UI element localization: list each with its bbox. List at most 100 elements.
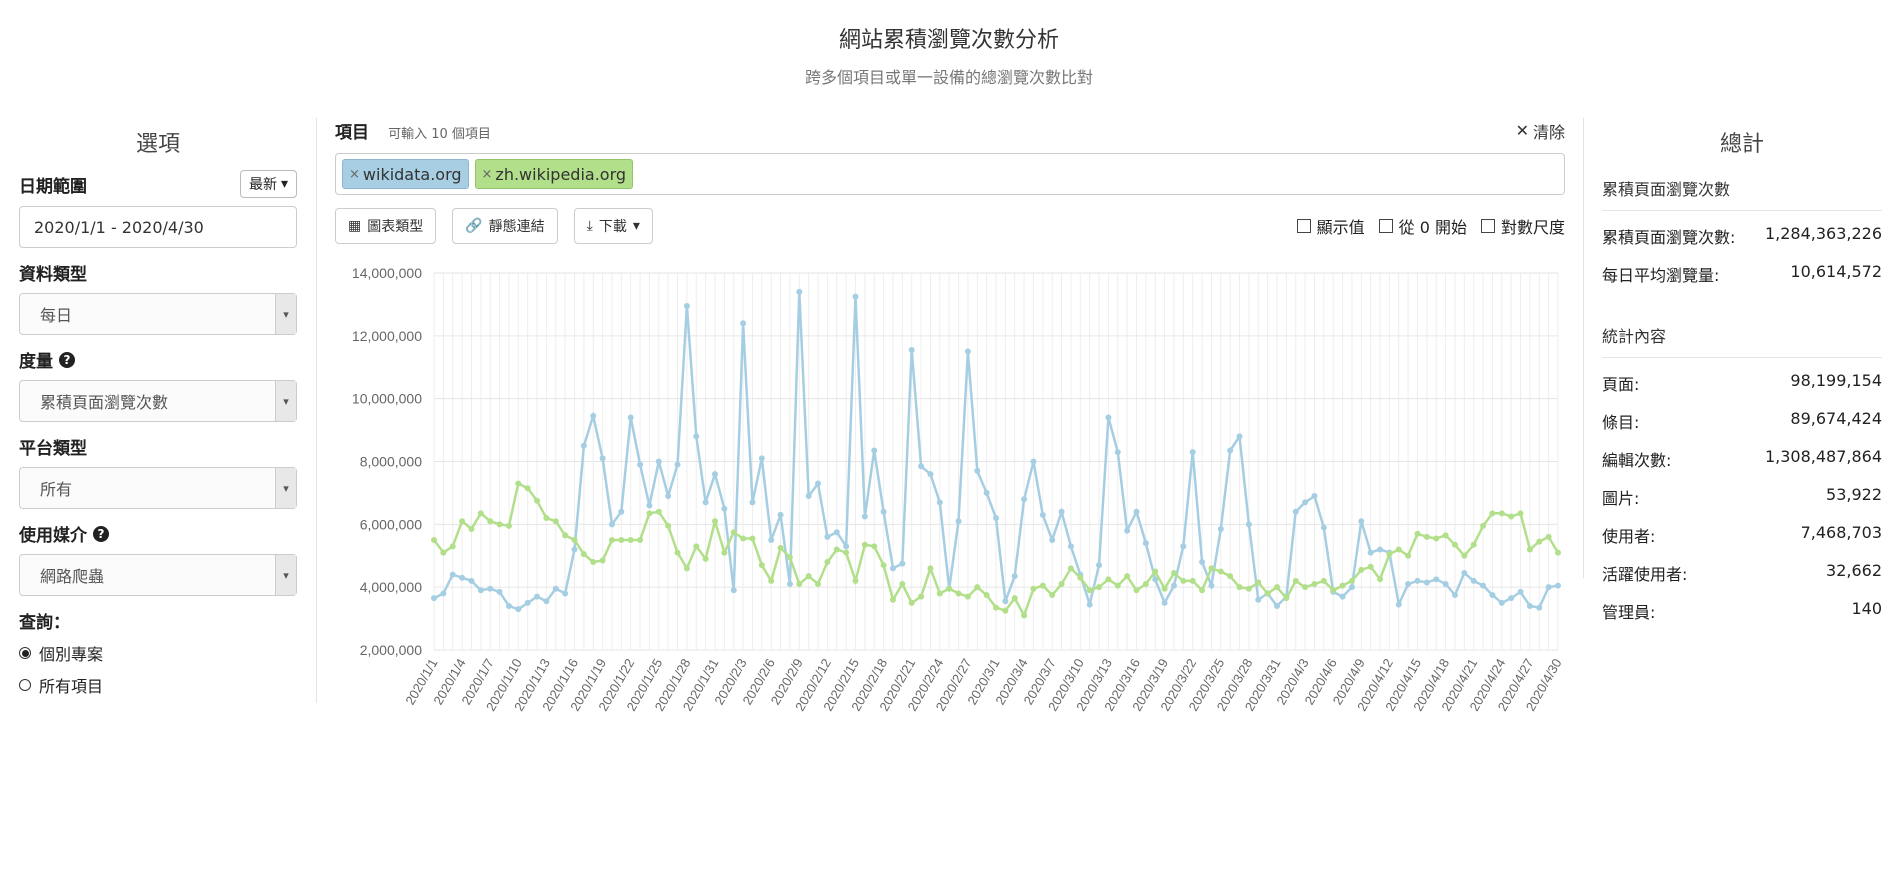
- date-range-input[interactable]: 2020/1/1 - 2020/4/30: [19, 206, 297, 248]
- data-point: [712, 471, 718, 478]
- data-point: [777, 511, 784, 518]
- projects-hint: 可輸入 10 個項目: [388, 127, 491, 142]
- data-point: [1480, 582, 1487, 589]
- data-point: [496, 588, 503, 595]
- data-point: [1358, 518, 1365, 525]
- download-button[interactable]: ⤓ 下載 ▾: [573, 208, 653, 244]
- data-point: [487, 585, 494, 592]
- help-icon[interactable]: ?: [59, 351, 75, 368]
- data-point: [805, 493, 812, 500]
- data-point: [1133, 587, 1140, 594]
- data-type-label: 資料類型: [19, 265, 87, 285]
- data-point: [1245, 585, 1252, 592]
- show-values-checkbox[interactable]: 顯示值: [1296, 214, 1365, 238]
- options-heading: 選項: [135, 132, 180, 157]
- data-type-select[interactable]: 每日 ▾: [19, 293, 297, 335]
- projects-label: 項目: [335, 123, 369, 143]
- projects-input[interactable]: × wikidata.org × zh.wikipedia.org: [335, 153, 1565, 195]
- project-tag[interactable]: × zh.wikipedia.org: [474, 159, 634, 189]
- data-point: [618, 537, 625, 544]
- data-point: [1039, 511, 1046, 518]
- data-point: [1255, 596, 1262, 603]
- data-point: [955, 590, 962, 597]
- help-icon[interactable]: ?: [93, 525, 109, 542]
- date-preset-dropdown[interactable]: 最新 ▾: [239, 170, 297, 198]
- y-tick-label: 2,000,000: [360, 642, 422, 658]
- data-point: [1189, 449, 1196, 456]
- data-point: [562, 532, 569, 539]
- radio-button[interactable]: [19, 647, 31, 659]
- data-point: [1442, 532, 1449, 539]
- data-point: [1283, 595, 1290, 602]
- data-point: [571, 537, 578, 544]
- data-point: [1274, 603, 1280, 610]
- data-point: [683, 302, 690, 309]
- data-point: [477, 587, 484, 594]
- clear-button[interactable]: ✕ 清除: [1515, 121, 1565, 142]
- query-option-all[interactable]: 所有項目: [19, 673, 297, 697]
- data-point: [908, 599, 915, 606]
- metric-select[interactable]: 累積頁面瀏覽次數 ▾: [19, 380, 297, 422]
- data-point: [1002, 607, 1009, 614]
- data-point: [1058, 508, 1065, 515]
- totals-panel: 總計 累積頁面瀏覽次數 累積頁面瀏覽次數: 1,284,363,226 每日平均瀏…: [1602, 126, 1882, 630]
- chart-type-button[interactable]: ▦ 圖表類型: [335, 208, 437, 244]
- data-point: [721, 549, 728, 556]
- data-point: [815, 581, 822, 588]
- options-panel: 選項 日期範圍 最新 ▾ 2020/1/1 - 2020/4/30 資料類型 每…: [19, 126, 297, 705]
- pageviews-chart: 2,000,000 4,000,000 6,000,000 8,000,000 10,0…: [352, 265, 1565, 714]
- agent-select[interactable]: 網路爬蟲 ▾: [19, 554, 297, 596]
- caret-down-icon: ▾: [632, 218, 640, 234]
- data-point: [889, 565, 896, 572]
- data-point: [1451, 592, 1458, 599]
- remove-tag-icon[interactable]: ×: [481, 166, 493, 182]
- data-point: [693, 433, 700, 440]
- data-point: [693, 543, 700, 550]
- data-point: [908, 346, 915, 353]
- data-point: [1320, 577, 1327, 584]
- log-scale-checkbox[interactable]: 對數尺度: [1480, 214, 1565, 238]
- data-point: [1536, 538, 1543, 545]
- data-point: [1339, 593, 1346, 600]
- data-point: [1180, 577, 1187, 584]
- data-point: [833, 529, 840, 536]
- remove-tag-icon[interactable]: ×: [349, 166, 360, 182]
- total-row: 每日平均瀏覽量: 10,614,572: [1602, 262, 1882, 285]
- checkbox-box[interactable]: [1378, 219, 1393, 233]
- data-point: [721, 505, 728, 512]
- download-icon: ⤓: [586, 218, 593, 234]
- data-point: [1555, 582, 1561, 589]
- data-point: [936, 590, 943, 597]
- data-point: [899, 581, 906, 588]
- data-point: [927, 565, 934, 572]
- chevron-down-icon: ▾: [275, 294, 296, 334]
- begin-at-zero-checkbox[interactable]: 從 0 開始: [1378, 214, 1467, 238]
- chart-toolbar: ▦ 圖表類型 🔗 靜態連結 ⤓ 下載 ▾ 顯示值 從 0 開始 對數尺度: [335, 207, 1565, 245]
- data-point: [974, 584, 981, 591]
- data-point: [1395, 546, 1402, 553]
- data-point: [1526, 546, 1533, 553]
- data-point: [1264, 590, 1271, 597]
- data-point: [1480, 522, 1487, 529]
- data-point: [1433, 576, 1440, 583]
- permalink-button[interactable]: 🔗 靜態連結: [452, 208, 558, 244]
- totals-heading: 總計: [1719, 132, 1764, 157]
- project-tag[interactable]: × wikidata.org: [342, 159, 469, 189]
- query-option-individual[interactable]: 個別專案: [19, 641, 297, 665]
- data-point: [1245, 521, 1252, 528]
- checkbox-box[interactable]: [1296, 219, 1311, 233]
- checkbox-box[interactable]: [1480, 219, 1495, 233]
- data-point: [1545, 584, 1552, 591]
- data-point: [1517, 510, 1524, 517]
- platform-select[interactable]: 所有 ▾: [19, 467, 297, 509]
- data-point: [1021, 612, 1028, 619]
- radio-button[interactable]: [19, 679, 31, 691]
- query-label: 查詢：: [19, 613, 70, 633]
- data-point: [449, 571, 456, 578]
- data-point: [1302, 499, 1309, 506]
- data-point: [534, 593, 541, 600]
- data-point: [1086, 601, 1093, 608]
- data-point: [861, 541, 868, 548]
- data-point: [983, 592, 990, 599]
- data-point: [655, 508, 662, 515]
